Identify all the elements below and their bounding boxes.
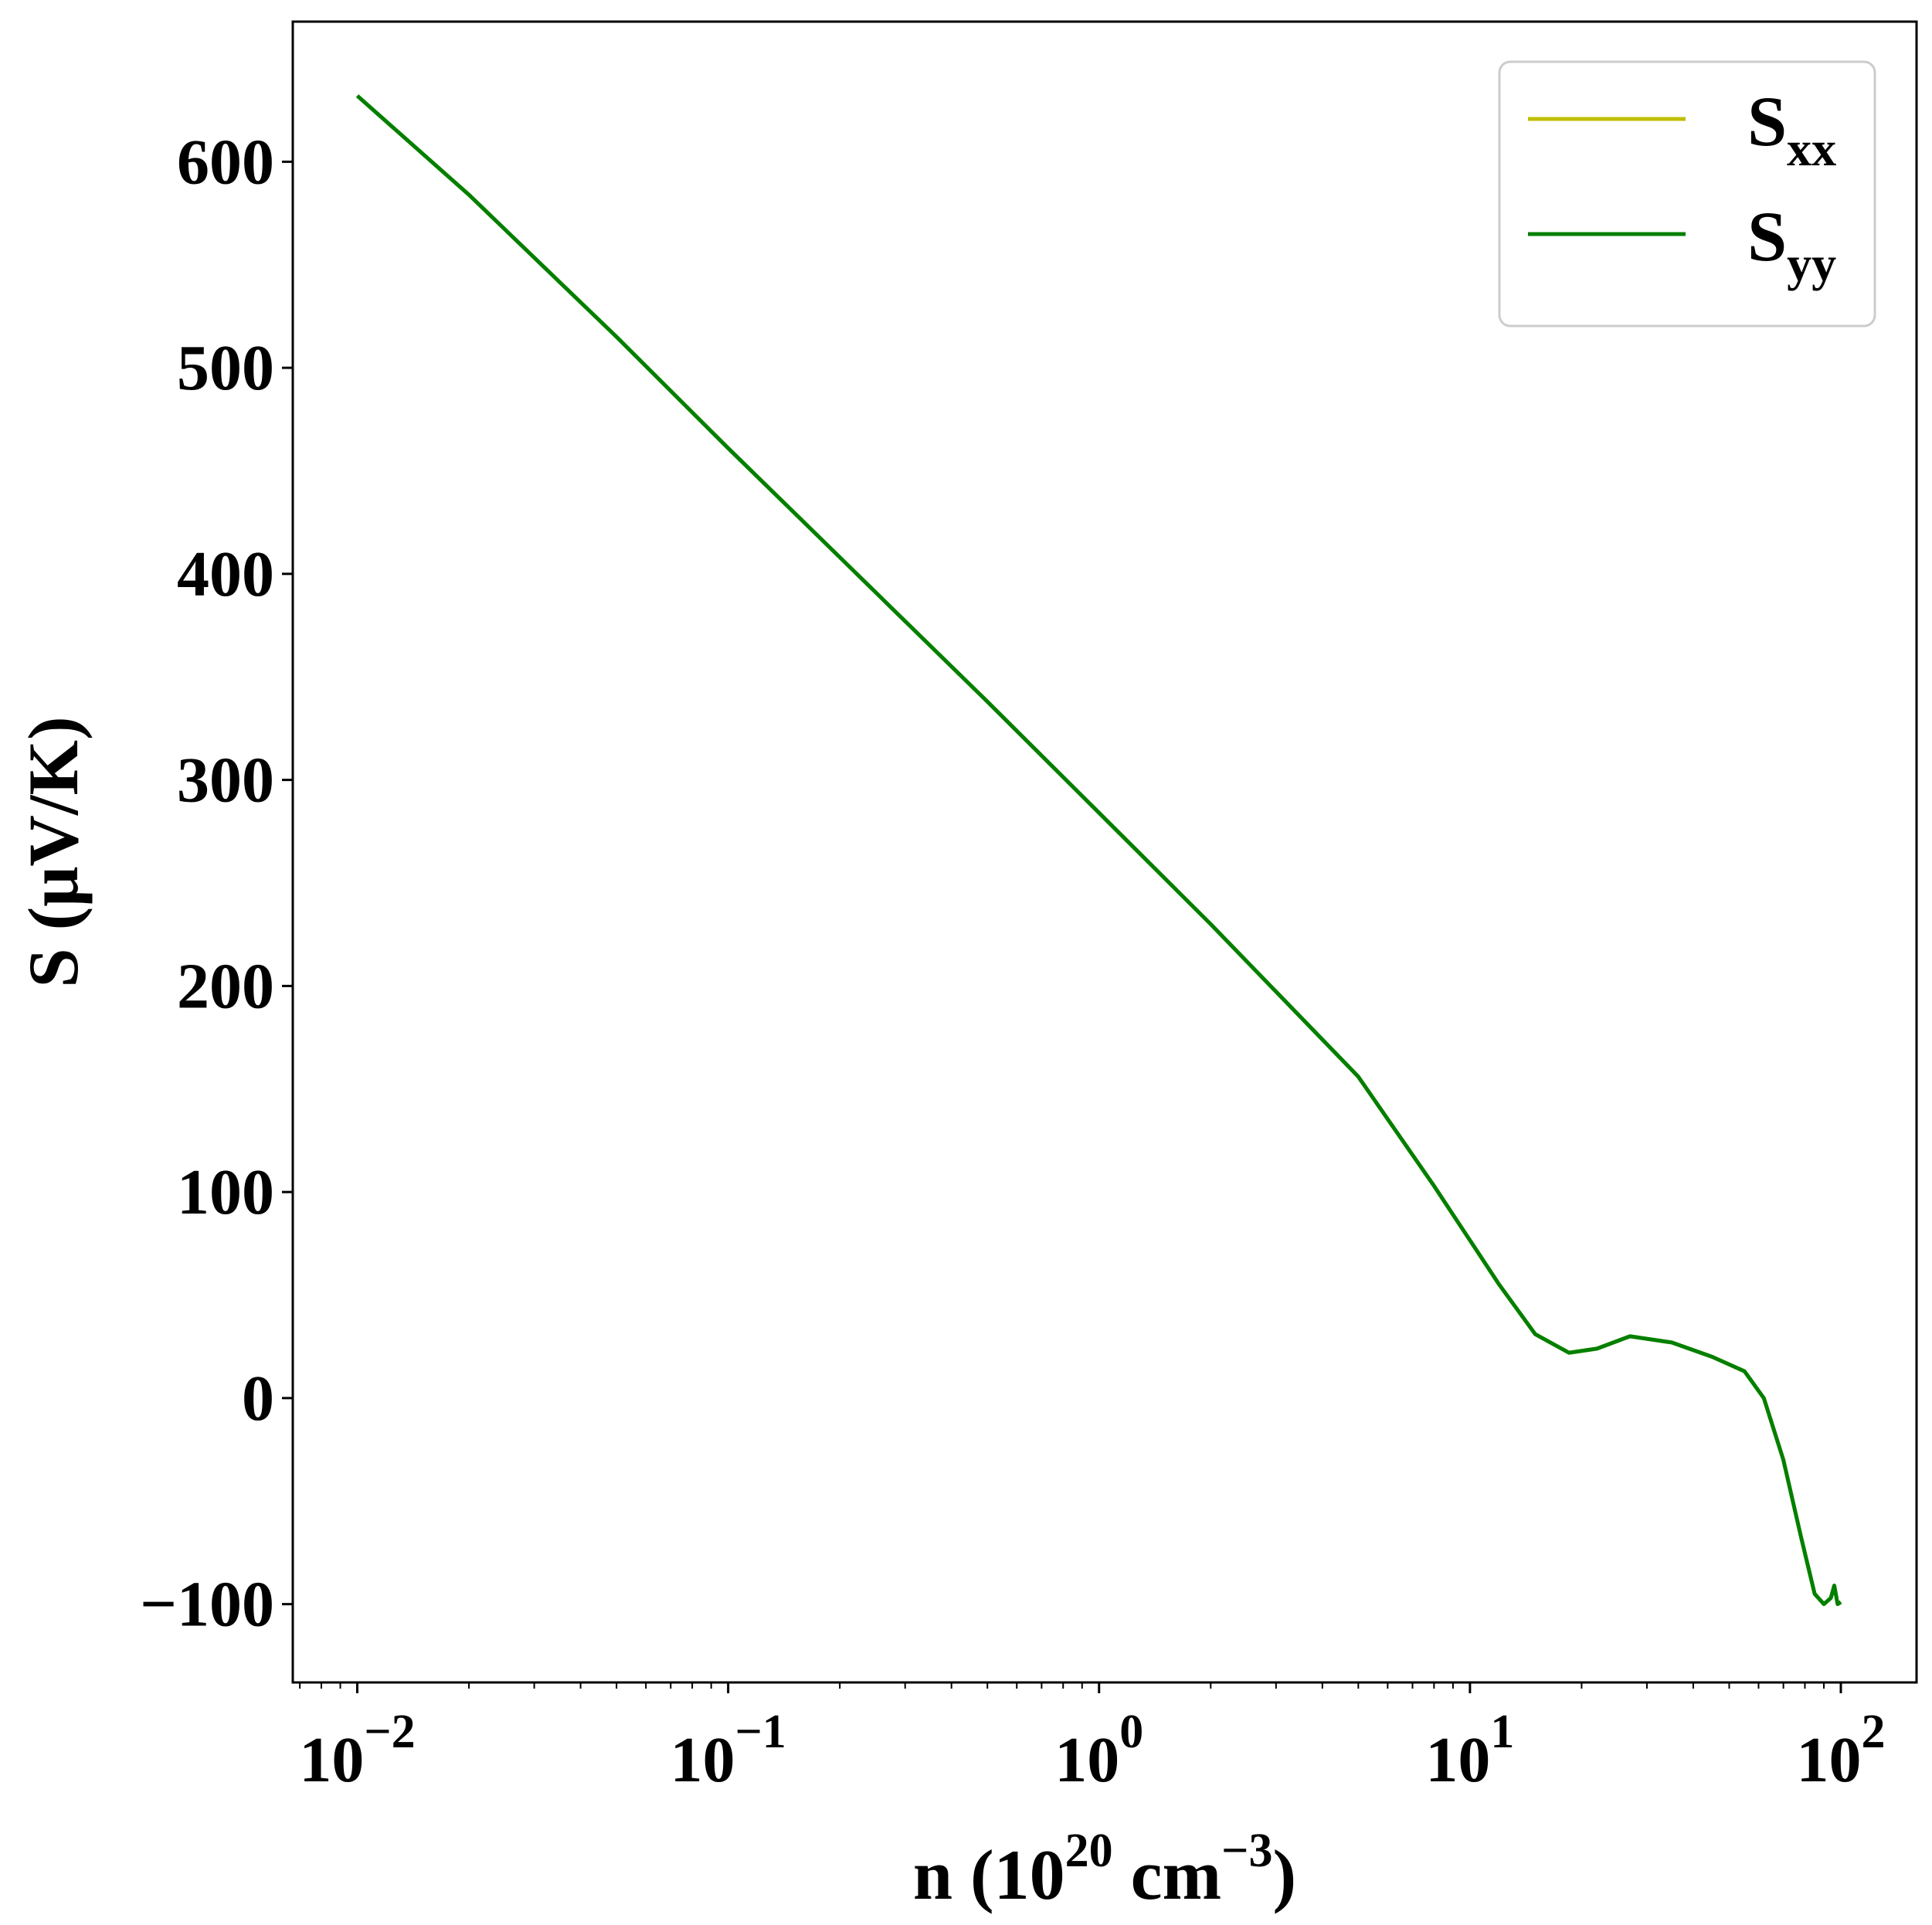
legend-label-syy-sub: yy <box>1787 236 1836 291</box>
plot-frame <box>291 20 1918 1684</box>
y-tick-label: 300 <box>177 745 274 817</box>
x-tick-label: 10−1 <box>670 1706 786 1796</box>
y-tick-label: −100 <box>140 1569 274 1641</box>
y-axis: 600 500 400 300 200 100 0 −100 <box>140 126 293 1641</box>
y-tick-label: 600 <box>177 126 274 198</box>
legend: Sxx Syy <box>1498 60 1876 328</box>
x-tick-label: 100 <box>1054 1706 1143 1796</box>
legend-label-sxx-base: S <box>1747 82 1787 161</box>
legend-box <box>1498 60 1876 328</box>
legend-label-sxx-sub: xx <box>1787 121 1836 176</box>
x-tick-label: 101 <box>1425 1706 1514 1796</box>
legend-label-syy: Syy <box>1747 197 1836 291</box>
x-axis-label-mid: cm <box>1113 1835 1221 1914</box>
series-layer <box>355 94 1842 1607</box>
x-axis-label-sup-2: −3 <box>1221 1825 1272 1877</box>
y-tick-label: 400 <box>177 538 274 610</box>
y-tick-label: 100 <box>177 1156 274 1228</box>
y-axis-label: S (μV/K) <box>14 716 93 987</box>
y-tick-label: 0 <box>242 1363 274 1434</box>
x-axis: 10−2 10−1 100 101 102 <box>299 1682 1885 1796</box>
x-axis-label: n (1020 cm−3) <box>913 1825 1296 1914</box>
x-tick-label: 102 <box>1796 1706 1885 1796</box>
legend-label-sxx: Sxx <box>1747 82 1836 176</box>
series-line-syy <box>355 94 1842 1607</box>
x-axis-label-end: ) <box>1273 1835 1297 1914</box>
y-tick-label: 200 <box>177 950 274 1022</box>
x-axis-label-sup-1: 20 <box>1065 1825 1113 1877</box>
x-tick-label: 10−2 <box>299 1706 415 1796</box>
x-axis-label-base: n (10 <box>913 1835 1065 1914</box>
y-tick-label: 500 <box>177 332 274 404</box>
legend-label-syy-base: S <box>1747 197 1787 276</box>
